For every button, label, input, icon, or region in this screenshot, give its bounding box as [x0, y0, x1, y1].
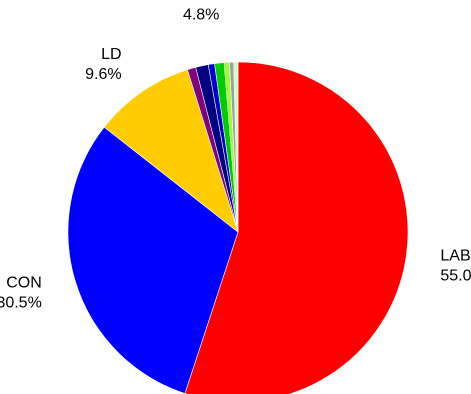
- pie-slice-con: [67, 126, 239, 394]
- pie-slice-ld: [103, 69, 239, 233]
- pie-slice-lab: [184, 61, 409, 394]
- pie-label-others: Others4.8%: [177, 0, 225, 23]
- pie-slices: [67, 61, 409, 394]
- pie-label-con: CON 30.5%: [0, 274, 42, 311]
- pie-slice-minor-9: [233, 61, 239, 233]
- pie-label-ld: LD 9.6%: [85, 46, 121, 83]
